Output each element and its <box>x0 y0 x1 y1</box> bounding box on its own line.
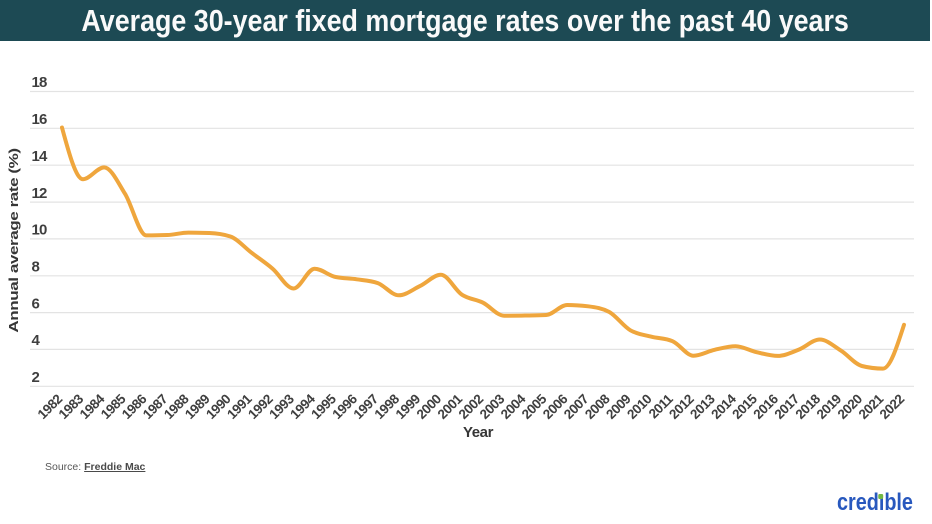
svg-text:Annual average rate (%): Annual average rate (%) <box>7 148 21 333</box>
svg-text:Year: Year <box>463 424 494 441</box>
svg-text:6: 6 <box>32 295 40 312</box>
svg-text:2: 2 <box>32 369 40 386</box>
svg-text:10: 10 <box>32 222 48 239</box>
svg-text:18: 18 <box>32 74 48 91</box>
svg-text:2022: 2022 <box>877 392 907 422</box>
svg-text:12: 12 <box>32 185 48 202</box>
svg-text:4: 4 <box>32 332 41 349</box>
svg-text:14: 14 <box>32 148 49 165</box>
svg-text:16: 16 <box>32 111 48 128</box>
svg-text:8: 8 <box>32 258 40 275</box>
